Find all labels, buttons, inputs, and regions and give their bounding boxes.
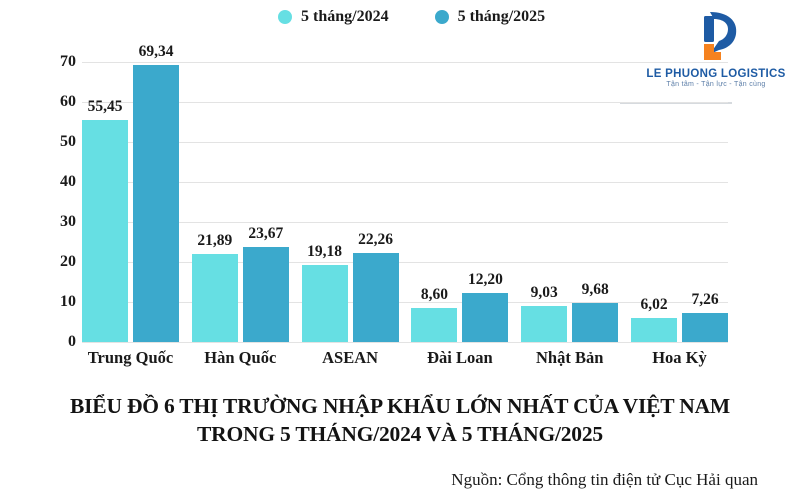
y-tick-label-40: 40 [60,173,76,190]
legend-label-2024: 5 tháng/2024 [301,8,389,25]
bar-Nhật Bản-5 tháng/2025 [572,303,619,342]
bar-value-label: 9,68 [581,281,609,299]
gridline-50 [82,141,728,143]
legend-item-2025: 5 tháng/2025 [434,8,546,26]
source-note: Nguồn: Cổng thông tin điện tử Cục Hải qu… [451,470,758,489]
bar-value-label: 23,67 [248,225,284,243]
y-tick-label-30: 30 [60,213,76,230]
plot-area: 55,45 69,34 21,89 23,67 19,18 22,26 8,60 12,20 9… [82,43,728,343]
category-label-Trung Quốc: Trung Quốc [87,348,174,367]
bar-value-label: 19,18 [307,243,343,261]
gridline-70 [82,61,728,63]
legend-item-2024: 5 tháng/2024 [278,8,389,26]
category-label-Hàn Quốc: Hàn Quốc [204,348,277,367]
bar-value-label: 6,02 [640,295,668,313]
gridline-10 [82,301,728,303]
legend-dot-2024-icon [278,10,292,24]
gridline-60 [82,101,728,103]
bar-value-label: 12,20 [467,271,503,289]
bar-ASEAN-5 tháng/2025 [352,252,399,342]
y-tick-label-20: 20 [60,253,76,270]
bar-value-label: 69,34 [138,42,174,60]
bar-value-label: 55,45 [87,98,123,116]
category-label-Hoa Kỳ: Hoa Kỳ [652,348,707,367]
logo-name: LE PHUONG LOGISTICS [646,68,786,80]
category-label-ASEAN: ASEAN [322,348,379,367]
bar-Trung Quốc-5 tháng/2024 [82,120,128,342]
bar-value-label: 8,60 [420,285,448,303]
logo-tagline: Tận tâm - Tận lực - Tận cùng [666,81,766,88]
chart-legend: 5 tháng/2024 5 tháng/2025 [278,8,545,26]
y-tick-label-50: 50 [60,133,76,150]
gridline-0 [82,341,728,343]
y-tick-label-0: 0 [68,333,76,350]
bar-Trung Quốc-5 tháng/2025 [133,64,179,342]
bar-value-label: 7,26 [691,290,719,308]
chart-title-line1: BIỂU ĐỒ 6 THỊ TRƯỜNG NHẬP KHẨU LỚN NHẤT … [70,394,730,418]
bar-Đài Loan-5 tháng/2025 [462,293,509,342]
logo-divider [620,102,732,104]
bar-Hoa Kỳ-5 tháng/2024 [631,317,677,342]
bar-Đài Loan-5 tháng/2024 [411,307,458,342]
y-tick-label-10: 10 [60,293,76,310]
gridline-30 [82,221,728,223]
category-label-Đài Loan: Đài Loan [427,348,493,367]
company-logo: LE PHUONG LOGISTICS Tận tâm - Tận lực - … [640,8,792,88]
gridline-40 [82,181,728,183]
bar-Nhật Bản-5 tháng/2024 [521,305,568,342]
chart-title-line2: TRONG 5 THÁNG/2024 VÀ 5 THÁNG/2025 [197,422,603,446]
gridline-20 [82,261,728,263]
bar-value-label: 21,89 [197,232,233,250]
bar-Hoa Kỳ-5 tháng/2025 [682,312,728,342]
logo-mark-icon [704,12,737,60]
chart-title: BIỂU ĐỒ 6 THỊ TRƯỜNG NHẬP KHẨU LỚN NHẤT … [0,392,800,448]
bar-Hàn Quốc-5 tháng/2024 [191,254,238,342]
bar-Hàn Quốc-5 tháng/2025 [242,247,289,342]
bar-value-label: 9,03 [530,283,558,301]
legend-label-2025: 5 tháng/2025 [457,8,546,25]
y-tick-label-60: 60 [60,93,76,110]
y-tick-label-70: 70 [60,53,76,70]
bar-value-label: 22,26 [358,230,394,248]
category-label-Nhật Bản: Nhật Bản [535,348,604,367]
bar-ASEAN-5 tháng/2024 [301,265,348,342]
legend-dot-2025-icon [434,10,449,24]
